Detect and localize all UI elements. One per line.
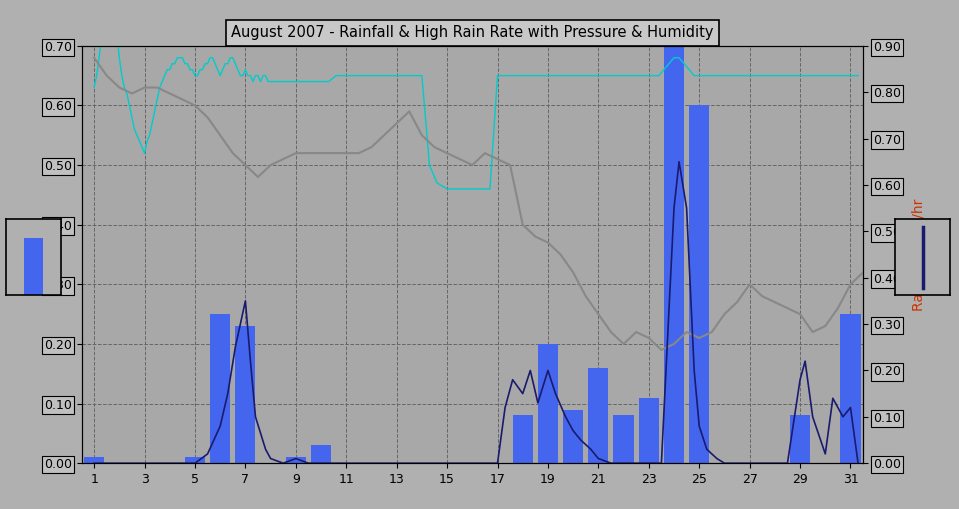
Bar — [840, 314, 860, 463]
Bar — [513, 415, 533, 463]
Bar — [588, 368, 608, 463]
Y-axis label: Rain - in: Rain - in — [23, 226, 36, 283]
Bar — [286, 457, 306, 463]
Bar — [538, 344, 558, 463]
Bar — [311, 445, 331, 463]
Y-axis label: Rain Rate - in/hr: Rain Rate - in/hr — [912, 199, 926, 310]
Bar — [790, 415, 810, 463]
Bar — [210, 314, 230, 463]
Bar — [185, 457, 205, 463]
Bar — [690, 105, 710, 463]
Bar — [664, 46, 684, 463]
Bar — [614, 415, 634, 463]
Bar — [639, 398, 659, 463]
Bar — [24, 238, 43, 295]
Bar — [84, 457, 105, 463]
Bar — [235, 326, 255, 463]
Title: August 2007 - Rainfall & High Rain Rate with Pressure & Humidity: August 2007 - Rainfall & High Rain Rate … — [231, 25, 713, 41]
Bar — [563, 410, 583, 463]
